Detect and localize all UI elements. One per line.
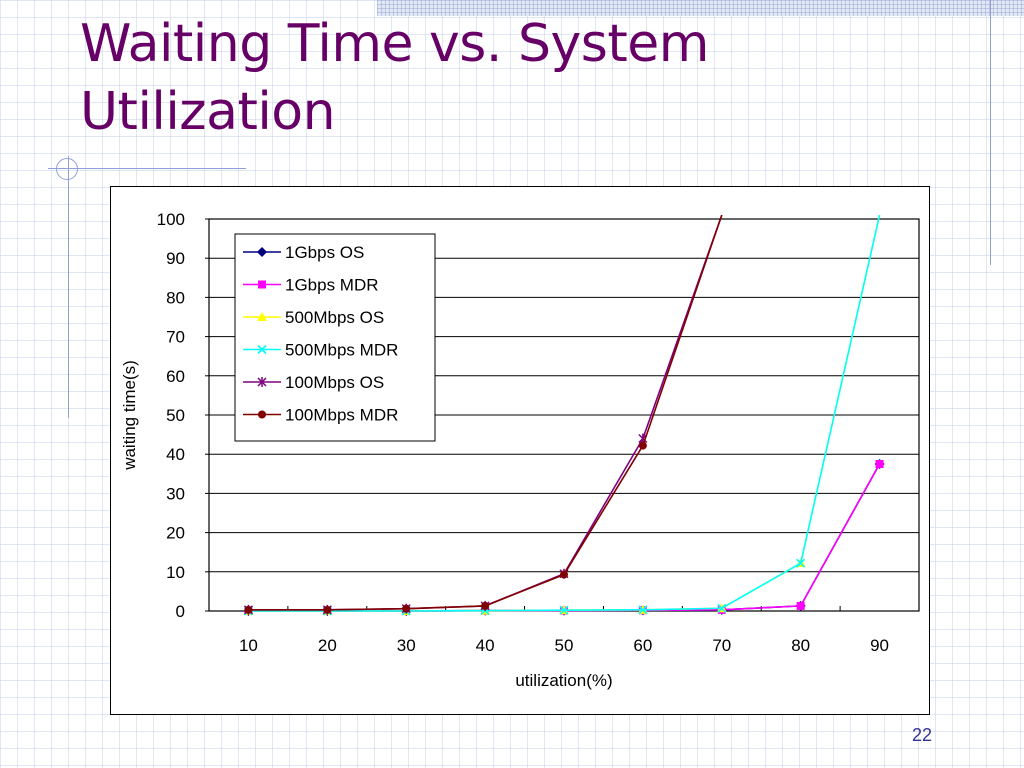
y-tick-label-0: 0 xyxy=(176,602,185,621)
legend-label-4: 100Mbps OS xyxy=(285,373,384,392)
legend-item-3: 500Mbps MDR xyxy=(243,341,398,360)
x-tick-label-10: 10 xyxy=(239,636,258,655)
top-decor-band xyxy=(377,0,1024,16)
legend-item-4: 100Mbps OS xyxy=(243,373,384,392)
data-point-5-60 xyxy=(638,441,647,450)
data-point-5-10 xyxy=(244,605,253,614)
y-axis-label: waiting time(s) xyxy=(120,360,139,471)
x-tick-label-20: 20 xyxy=(318,636,337,655)
series-0 xyxy=(243,459,885,616)
y-tick-label-30: 30 xyxy=(166,484,185,503)
legend-marker-1 xyxy=(258,280,266,289)
decor-horizontal-line xyxy=(48,168,246,169)
y-tick-label-80: 80 xyxy=(166,288,185,307)
decor-vertical-line-right xyxy=(990,0,991,265)
data-point-3-50 xyxy=(559,605,569,615)
legend-label-2: 500Mbps OS xyxy=(285,308,384,327)
legend-box xyxy=(234,233,436,442)
y-tick-label-40: 40 xyxy=(166,445,185,464)
legend-label-1: 1Gbps MDR xyxy=(285,276,379,295)
legend-label-5: 100Mbps MDR xyxy=(285,406,398,425)
data-point-5-50 xyxy=(560,570,568,579)
line-chart: 0 10 20 30 40 50 60 70 80 90 100 10 20 30 40 50 60 70 80 90… xyxy=(120,210,920,690)
legend-label-3: 500Mbps MDR xyxy=(285,341,398,360)
series-1 xyxy=(244,460,884,615)
legend-item-0: 1Gbps OS xyxy=(243,243,364,262)
x-tick-label-80: 80 xyxy=(791,636,810,655)
data-point-3-70 xyxy=(717,603,727,613)
data-point-1-90 xyxy=(875,460,884,468)
series-line-1 xyxy=(248,463,881,612)
legend-marker-0 xyxy=(257,247,267,257)
x-tick-label-40: 40 xyxy=(476,636,495,655)
slide-title: Waiting Time vs. System Utilization xyxy=(80,10,800,146)
data-point-5-40 xyxy=(481,601,490,610)
y-tick-label-20: 20 xyxy=(166,524,185,543)
title-line-1: Waiting Time vs. System xyxy=(80,14,709,74)
y-tick-label-50: 50 xyxy=(166,406,185,425)
data-point-5-30 xyxy=(402,604,411,613)
x-axis-label: utilization(%) xyxy=(515,671,612,690)
title-line-2: Utilization xyxy=(80,82,336,142)
legend-item-2: 500Mbps OS xyxy=(243,308,384,327)
decor-circle xyxy=(56,158,78,180)
decor-vertical-line-left xyxy=(68,156,69,418)
series-5 xyxy=(244,214,723,614)
y-tick-label-10: 10 xyxy=(166,563,185,582)
y-tick-label-70: 70 xyxy=(166,328,185,347)
data-point-3-60 xyxy=(638,605,648,615)
y-tick-label-60: 60 xyxy=(166,367,185,386)
legend-label-0: 1Gbps OS xyxy=(285,243,364,262)
legend-marker-5 xyxy=(258,410,266,419)
data-point-5-20 xyxy=(323,605,332,614)
data-point-1-80 xyxy=(796,601,805,610)
legend-item-5: 100Mbps MDR xyxy=(243,406,398,425)
legend-marker-4 xyxy=(257,377,267,387)
x-tick-label-60: 60 xyxy=(633,636,652,655)
chart-frame: 0 10 20 30 40 50 60 70 80 90 100 10 20 30 40 50 60 70 80 90… xyxy=(110,186,930,715)
legend-marker-2 xyxy=(257,312,267,321)
data-point-3-80 xyxy=(796,558,806,568)
page-number: 22 xyxy=(912,725,933,745)
legend-marker-3 xyxy=(257,344,267,355)
x-tick-label-90: 90 xyxy=(870,636,889,655)
y-tick-label-100: 100 xyxy=(157,210,185,229)
y-tick-label-90: 90 xyxy=(166,249,185,268)
legend-item-1: 1Gbps MDR xyxy=(243,276,379,295)
x-tick-label-30: 30 xyxy=(397,636,416,655)
series-line-0 xyxy=(248,463,881,612)
x-tick-label-50: 50 xyxy=(555,636,574,655)
x-tick-label-70: 70 xyxy=(712,636,731,655)
